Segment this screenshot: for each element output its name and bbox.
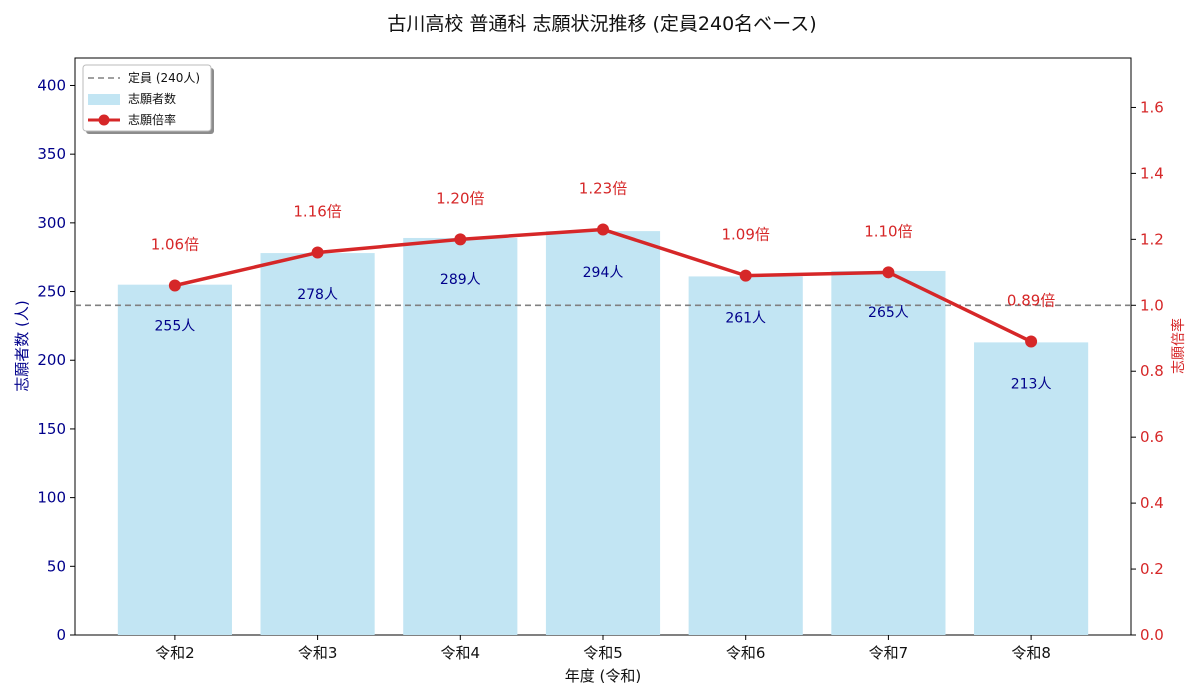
y-right-tick-5: 0.8 [1140,362,1164,380]
y-right-tick-3: 0.4 [1140,494,1164,512]
x-axis-label: 年度 (令和) [565,667,641,685]
bar-2 [260,253,375,636]
bar-5 [688,276,803,635]
y-left-tick-1: 0 [56,626,66,644]
y-right-tick-1: 0.0 [1140,626,1164,644]
y-right-tick-6: 1.0 [1140,296,1164,314]
legend-ratio-swatch-marker [98,114,110,126]
y-left-tick-6: 250 [37,283,66,301]
y-right-tick-8: 1.4 [1140,164,1164,182]
bar-6 [831,270,946,635]
y-right-tick-2: 0.2 [1140,560,1164,578]
ratio-marker-6 [882,266,895,279]
bar-label-6: 265人 [868,305,909,321]
y-right-tick-7: 1.2 [1140,230,1164,248]
ratio-label-7: 0.89倍 [1007,292,1055,310]
bar-label-4: 294人 [583,265,624,281]
bar-1 [117,284,232,635]
x-tick-1: 令和2 [155,644,195,662]
bar-label-1: 255人 [155,319,196,335]
ratio-label-6: 1.10倍 [864,222,912,240]
y-left-tick-4: 150 [37,420,66,438]
ratio-label-3: 1.20倍 [436,189,484,207]
bar-label-2: 278人 [297,287,338,303]
x-tick-5: 令和6 [726,644,766,662]
y-right-tick-4: 0.6 [1140,428,1164,446]
legend-capacity-label: 定員 (240人) [128,70,200,85]
legend: 定員 (240人) 志願者数 志願倍率 [82,64,214,134]
bar-7 [974,342,1089,635]
bar-3 [403,237,518,635]
ratio-marker-2 [311,246,324,259]
ratio-marker-7 [1025,335,1038,348]
labels-layer: 255人 278人 289人 294人 261人 265人 213人 1.06倍 1.16倍 1.… [151,179,1056,392]
bar-label-3: 289人 [440,272,481,288]
bar-4 [545,231,661,635]
axes-layer: 0 50 100 150 200 250 300 350 400 0.0 0.2 0.4 0.6 0.8 1… [37,76,1164,662]
y-left-tick-8: 350 [37,145,66,163]
y-left-tick-5: 200 [37,351,66,369]
legend-ratio-label: 志願倍率 [128,112,176,127]
y-left-tick-9: 400 [37,76,66,94]
bar-label-7: 213人 [1011,376,1052,392]
legend-box [82,64,212,132]
y-left-tick-2: 50 [47,557,66,575]
ratio-marker-5 [739,269,752,282]
legend-applicants-label: 志願者数 [128,91,176,106]
ratio-label-4: 1.23倍 [579,179,627,197]
x-tick-6: 令和7 [869,644,909,662]
ratio-label-5: 1.09倍 [721,226,769,244]
ratio-marker-4 [597,223,609,236]
ratio-marker-1 [168,279,181,292]
ratio-label-2: 1.16倍 [293,203,341,221]
y-left-tick-7: 300 [37,214,66,232]
x-tick-4: 令和5 [583,644,623,662]
line-layer [168,223,1038,348]
bars-layer [117,231,1089,636]
x-tick-7: 令和8 [1011,644,1051,662]
chart-title: 古川高校 普通科 志願状況推移 (定員240名ベース) [387,13,816,35]
x-tick-2: 令和3 [298,644,338,662]
y-axis-left-label: 志願者数 (人) [13,300,31,391]
y-axis-right-label: 志願倍率 [1170,318,1187,374]
ratio-marker-3 [454,233,467,246]
x-tick-3: 令和4 [441,644,481,662]
y-left-tick-3: 100 [37,489,66,507]
ratio-label-1: 1.06倍 [151,236,199,254]
bar-label-5: 261人 [725,310,766,326]
legend-applicants-swatch [88,94,120,105]
y-right-tick-9: 1.6 [1140,98,1164,116]
